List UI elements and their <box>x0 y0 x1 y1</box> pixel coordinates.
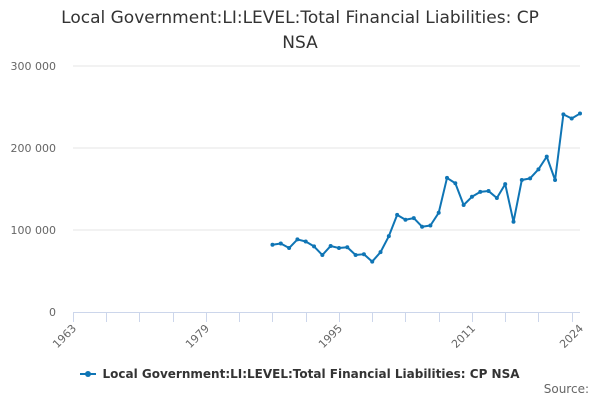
data-point[interactable] <box>420 224 425 229</box>
data-point[interactable] <box>528 176 533 181</box>
data-point[interactable] <box>395 212 400 217</box>
data-point[interactable] <box>403 217 408 222</box>
data-point[interactable] <box>569 116 574 121</box>
x-tick-label: 2024 <box>557 322 586 351</box>
chart-title: Local Government:LI:LEVEL:Total Financia… <box>20 6 580 56</box>
data-point[interactable] <box>445 175 450 180</box>
legend-marker-icon <box>80 369 97 379</box>
data-point[interactable] <box>378 250 383 255</box>
y-tick-label: 200 000 <box>11 142 57 155</box>
data-point[interactable] <box>328 243 333 248</box>
x-axis-tick-labels: 1963 1979 1995 2011 2024 <box>50 322 586 351</box>
data-point[interactable] <box>312 244 317 249</box>
y-tick-label: 300 000 <box>11 60 57 73</box>
x-tick-label: 1995 <box>316 322 345 351</box>
series-line <box>271 112 581 263</box>
data-point[interactable] <box>553 177 558 182</box>
data-point[interactable] <box>278 241 283 246</box>
data-point[interactable] <box>453 181 458 186</box>
data-point[interactable] <box>411 216 416 221</box>
series <box>270 111 582 264</box>
data-point[interactable] <box>469 194 474 199</box>
data-point[interactable] <box>303 239 308 244</box>
y-axis-tick-labels: 0 100 000 200 000 300 000 <box>11 60 57 319</box>
x-tick-label: 2011 <box>449 322 478 351</box>
data-point[interactable] <box>519 177 524 182</box>
legend-label: Local Government:LI:LEVEL:Total Financia… <box>102 367 520 381</box>
data-point[interactable] <box>320 253 325 258</box>
data-point[interactable] <box>386 234 391 239</box>
data-point[interactable] <box>428 223 433 228</box>
data-point[interactable] <box>511 219 516 224</box>
data-point[interactable] <box>353 253 358 258</box>
x-axis <box>73 312 580 322</box>
data-point[interactable] <box>561 112 566 117</box>
data-point[interactable] <box>486 189 491 194</box>
x-tick-label: 1963 <box>50 322 79 351</box>
y-tick-label: 0 <box>49 306 56 319</box>
data-point[interactable] <box>494 196 499 201</box>
source-label: Source: <box>543 382 589 396</box>
data-point[interactable] <box>287 246 292 251</box>
y-tick-label: 100 000 <box>11 224 57 237</box>
gridlines <box>73 65 580 231</box>
data-point[interactable] <box>370 259 375 264</box>
data-point[interactable] <box>336 246 341 251</box>
legend[interactable]: Local Government:LI:LEVEL:Total Financia… <box>0 364 600 384</box>
data-point[interactable] <box>503 182 508 187</box>
data-point[interactable] <box>436 210 441 215</box>
data-point[interactable] <box>461 202 466 207</box>
data-point[interactable] <box>544 154 549 159</box>
data-point[interactable] <box>361 252 366 257</box>
data-point[interactable] <box>578 111 582 116</box>
x-tick-label: 1979 <box>183 322 212 351</box>
data-point[interactable] <box>295 237 300 242</box>
chart-title-line-1: Local Government:LI:LEVEL:Total Financia… <box>61 8 539 28</box>
data-point[interactable] <box>478 189 483 194</box>
data-point[interactable] <box>270 242 275 247</box>
data-point[interactable] <box>345 245 350 250</box>
data-point[interactable] <box>536 167 541 172</box>
legend-dot <box>85 371 92 377</box>
chart-title-line-2: NSA <box>282 33 318 53</box>
